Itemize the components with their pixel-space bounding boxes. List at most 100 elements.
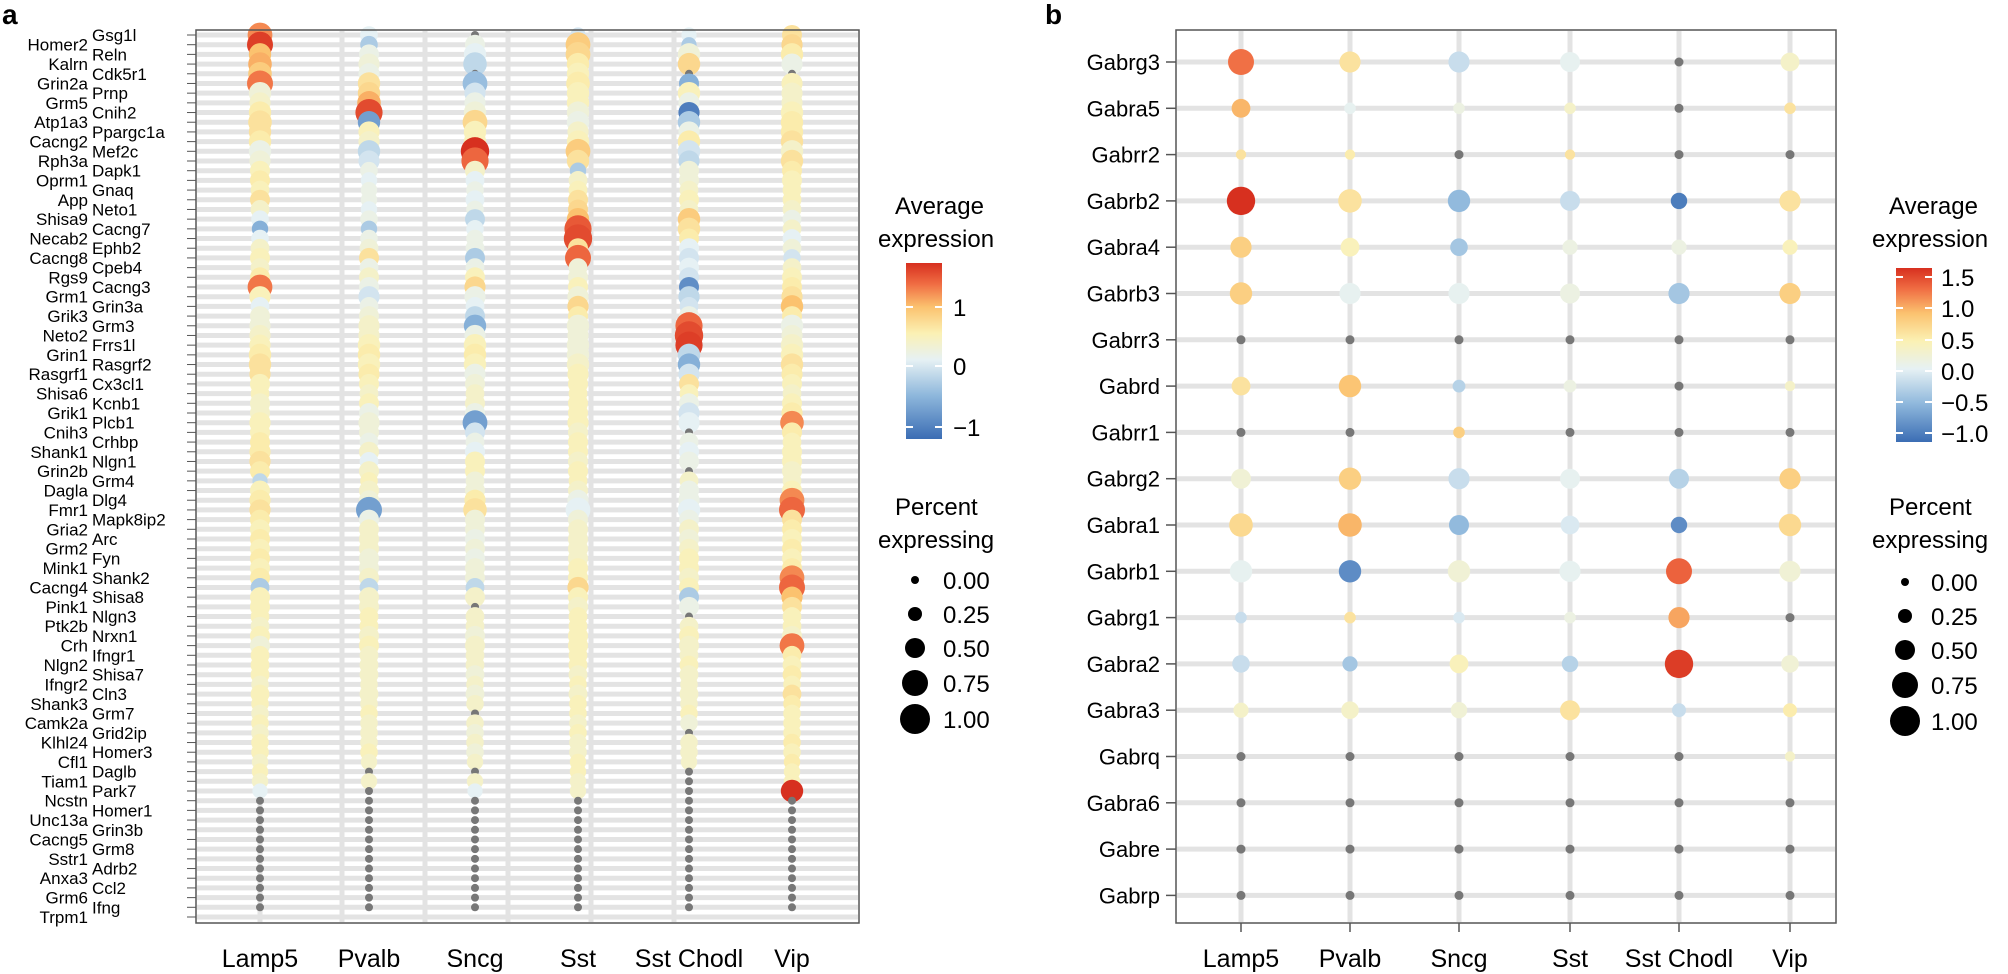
- dot: [1560, 515, 1580, 535]
- dot: [1564, 102, 1576, 115]
- x-tick-label: Sst: [560, 945, 596, 973]
- gene-label: App: [58, 191, 88, 210]
- dot: [1565, 335, 1575, 345]
- dot: [365, 816, 373, 825]
- gene-label: Gabrb2: [1087, 189, 1160, 214]
- dot: [1342, 656, 1358, 672]
- gene-label: Pink1: [45, 598, 88, 617]
- gene-label: Mapk8ip2: [92, 511, 166, 530]
- legend-a-size-title-1: Percent: [895, 494, 978, 521]
- dot: [1560, 700, 1580, 721]
- dot: [256, 893, 264, 902]
- dot: [685, 874, 693, 883]
- gene-label: Reln: [92, 45, 127, 64]
- gene-label: Rph3a: [38, 152, 89, 171]
- gene-label: Gnaq: [92, 181, 134, 200]
- dot: [256, 835, 264, 844]
- x-tick-label: Sncg: [447, 945, 504, 973]
- legend-a-colorbar: [906, 263, 942, 439]
- dot: [1779, 282, 1801, 305]
- gene-label: Rasgrf1: [28, 365, 88, 384]
- dot: [256, 903, 264, 912]
- dot: [1231, 98, 1251, 118]
- dot: [679, 451, 699, 472]
- dot: [1785, 798, 1795, 808]
- dot: [685, 816, 693, 825]
- size-legend-dot: [1901, 578, 1909, 586]
- dot: [574, 816, 582, 825]
- gene-label: Ptk2b: [45, 617, 88, 636]
- gene-label: Nlgn3: [92, 608, 136, 627]
- dot: [1229, 560, 1253, 583]
- dot: [471, 845, 479, 854]
- gene-label: Grm6: [46, 889, 89, 908]
- dot: [1670, 516, 1688, 534]
- dot: [1454, 752, 1464, 761]
- dot: [1235, 611, 1247, 624]
- dot: [1674, 57, 1684, 67]
- x-tick-label: Pvalb: [338, 945, 401, 973]
- dot: [1562, 239, 1578, 255]
- gene-label: Nrxn1: [92, 627, 137, 646]
- gene-label: Camk2a: [25, 714, 89, 733]
- dot: [471, 893, 479, 902]
- gene-label: Park7: [92, 782, 136, 801]
- dot: [1449, 515, 1469, 535]
- gene-label: Klhl24: [41, 734, 88, 753]
- colorbar-tick-label: 0: [953, 354, 966, 381]
- legend-a-color-title-2: expression: [878, 226, 994, 253]
- dot: [1344, 149, 1356, 160]
- dot: [1565, 844, 1575, 854]
- dot: [1231, 468, 1251, 489]
- dot: [1561, 655, 1579, 673]
- dot: [467, 783, 483, 799]
- gene-label: Gabrr1: [1092, 420, 1160, 445]
- dot: [1560, 190, 1580, 211]
- dot: [365, 796, 373, 805]
- dot: [471, 864, 479, 873]
- dot: [256, 854, 264, 863]
- legend-a-size-scale: 0.00 0.25 0.50 0.75 1.00: [900, 568, 990, 734]
- gene-label: Cdk5r1: [92, 65, 147, 84]
- dot: [574, 864, 582, 873]
- dot: [1448, 51, 1470, 73]
- dot: [1338, 467, 1362, 490]
- gene-label: Grin2a: [37, 74, 89, 93]
- dot: [1453, 611, 1465, 624]
- dot: [1448, 282, 1470, 305]
- dot: [685, 903, 693, 912]
- panel-a-cell-type-labels: Lamp5 Pvalb Sncg Sst Sst Chodl Vip: [222, 945, 810, 973]
- gene-label: Grm3: [92, 317, 135, 336]
- dot: [1338, 513, 1362, 537]
- dot: [1344, 611, 1356, 624]
- gene-label: Gabrq: [1099, 745, 1160, 770]
- size-legend-label: 1.00: [1931, 709, 1978, 736]
- dot: [1454, 890, 1464, 900]
- dot: [1236, 752, 1246, 761]
- panel-b-gridlines: [1177, 31, 1835, 922]
- size-legend-label: 0.75: [1931, 673, 1978, 700]
- dot: [679, 596, 699, 617]
- dot: [574, 806, 582, 815]
- gene-label: Gabrg1: [1087, 606, 1160, 631]
- gene-label: Fmr1: [48, 501, 88, 520]
- panel-a-gene-labels: Homer2KalrnGrin2aGrm5Atp1a3Cacng2Rph3aOp…: [25, 26, 196, 927]
- dot: [1454, 335, 1464, 345]
- gene-label: Daglb: [92, 763, 136, 782]
- legend-b-color-title-2: expression: [1872, 226, 1988, 253]
- panel-b-legend: Average expression 1.51.00.50.0−0.5−1.0 …: [1872, 193, 1988, 736]
- gene-label: Grid2ip: [92, 724, 147, 743]
- dot: [685, 835, 693, 844]
- gene-label: Trpm1: [40, 908, 89, 927]
- dot: [1785, 335, 1795, 345]
- dot: [1339, 51, 1361, 73]
- gene-label: Grin1: [46, 346, 88, 365]
- gene-label: Homer1: [92, 801, 152, 820]
- gene-label: Grik1: [47, 404, 88, 423]
- gene-label: Prnp: [92, 84, 128, 103]
- dot: [365, 787, 373, 795]
- panel-a-plot: Homer2KalrnGrin2aGrm5Atp1a3Cacng2Rph3aOp…: [25, 22, 860, 973]
- dot: [1784, 102, 1796, 115]
- dot: [788, 845, 796, 854]
- dot: [1674, 798, 1684, 808]
